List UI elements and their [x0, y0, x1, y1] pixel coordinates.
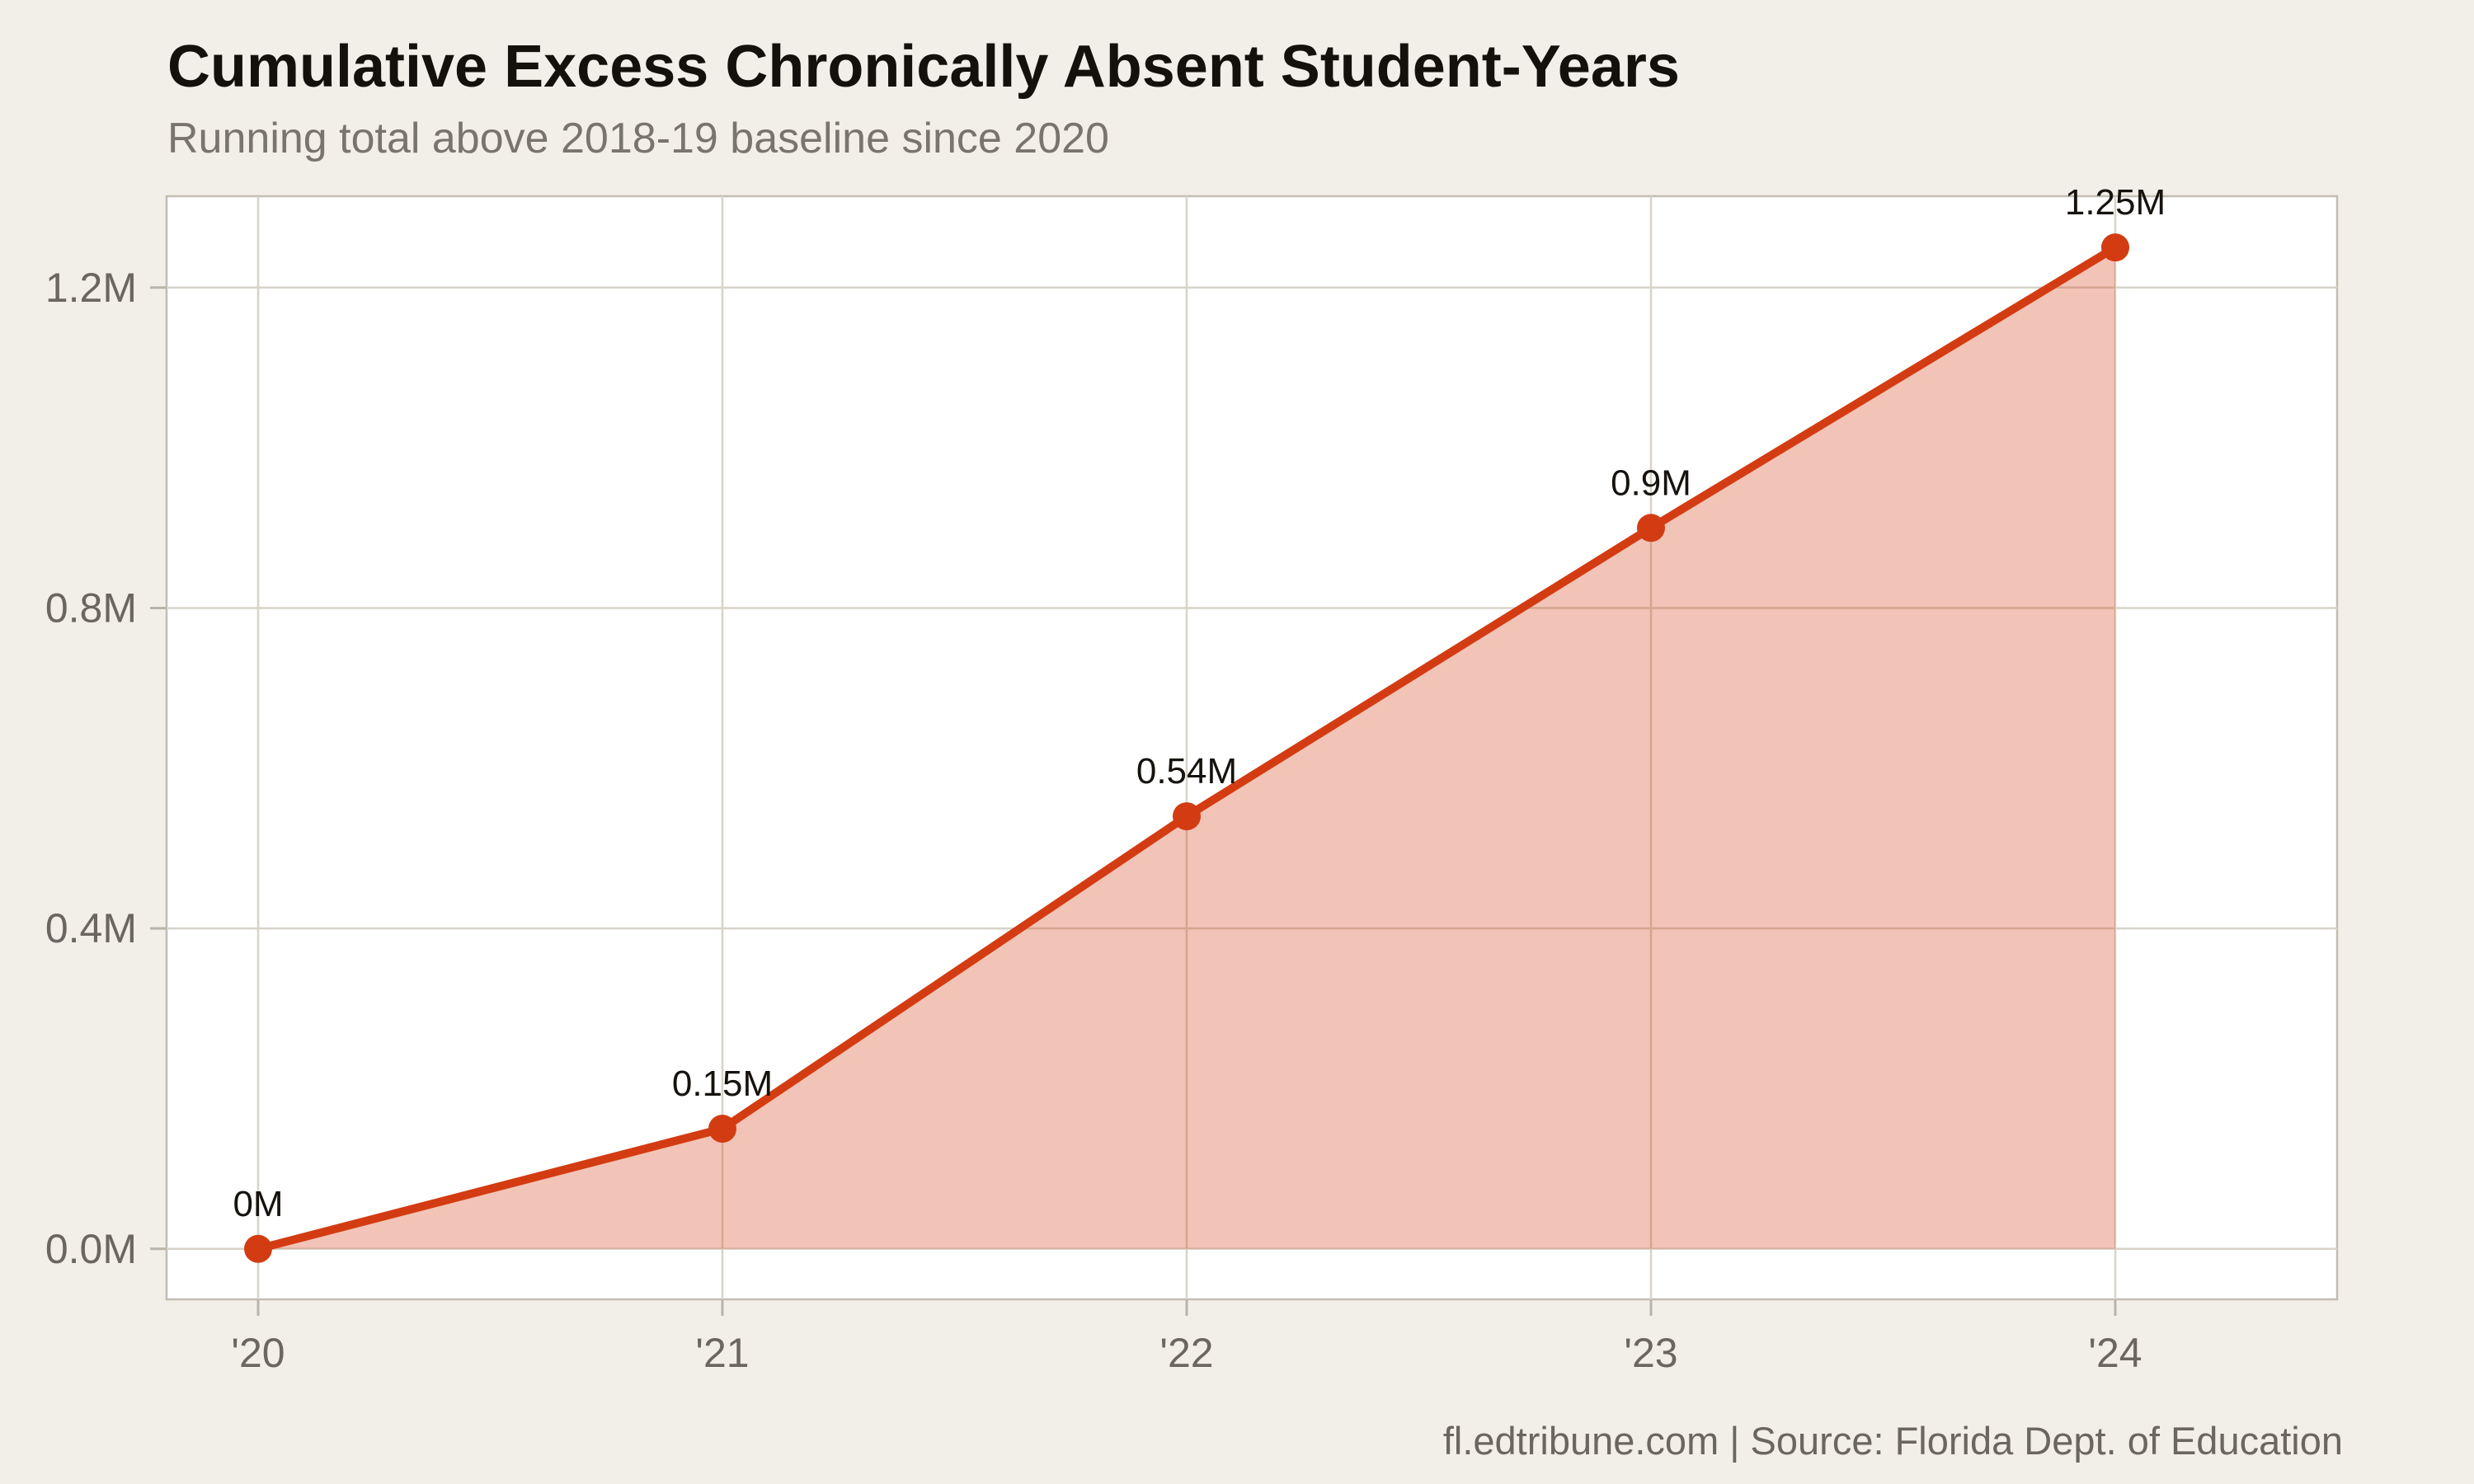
data-point [708, 1115, 736, 1144]
chart-title: Cumulative Excess Chronically Absent Stu… [167, 34, 1680, 100]
point-label: 1.25M [2065, 182, 2166, 223]
data-point [244, 1234, 272, 1263]
data-point [1173, 802, 1201, 831]
point-label: 0.54M [1136, 751, 1237, 791]
data-point [1637, 514, 1665, 542]
y-tick-label: 1.2M [45, 265, 137, 311]
x-tick-label: '20 [231, 1330, 285, 1376]
x-tick-label: '22 [1159, 1330, 1213, 1376]
y-tick-label: 0.8M [45, 585, 137, 631]
area-fill [258, 247, 2115, 1249]
point-label: 0M [233, 1184, 283, 1224]
x-tick-label: '23 [1624, 1330, 1677, 1376]
point-label: 0.9M [1611, 463, 1691, 503]
chart-subtitle: Running total above 2018-19 baseline sin… [167, 115, 1109, 162]
y-tick-label: 0.4M [45, 905, 137, 951]
data-point [2101, 233, 2129, 262]
x-tick-label: '24 [2088, 1330, 2142, 1376]
x-tick-label: '21 [695, 1330, 749, 1376]
plot-area [165, 195, 2339, 1301]
y-tick-label: 0.0M [45, 1226, 137, 1272]
point-label: 0.15M [672, 1064, 773, 1104]
source-attribution: fl.edtribune.com | Source: Florida Dept.… [1442, 1419, 2343, 1463]
